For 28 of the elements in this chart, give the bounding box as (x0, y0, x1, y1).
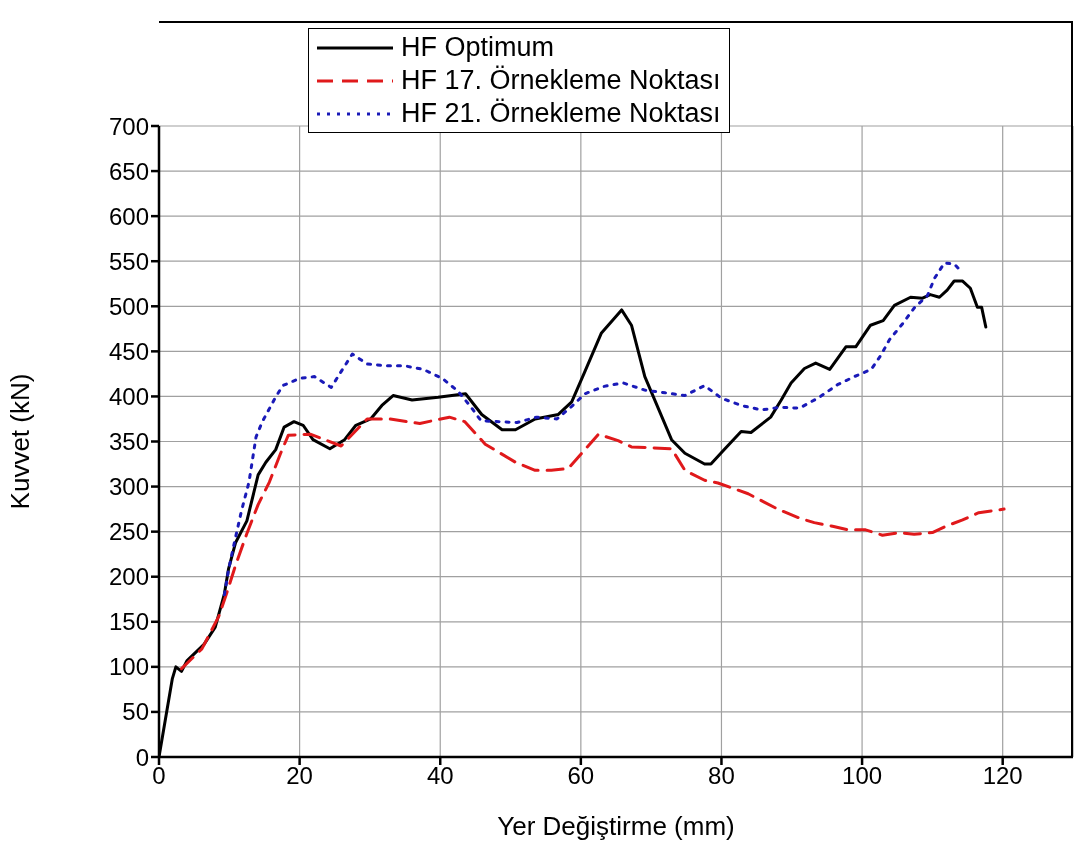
x-tick-label: 40 (426, 762, 454, 790)
y-tick-label: 100 (108, 653, 149, 681)
y-tick-label: 450 (108, 337, 149, 365)
y-tick-label: 250 (108, 518, 149, 546)
x-tick-label: 100 (842, 762, 883, 790)
x-tick-label: 20 (286, 762, 313, 790)
y-tick-label: 600 (108, 202, 149, 230)
x-tick-label: 80 (708, 762, 735, 790)
y-tick-label: 650 (108, 157, 149, 185)
x-tick-label: 0 (152, 762, 166, 790)
y-tick-label: 0 (135, 743, 149, 771)
y-tick-label: 50 (122, 698, 149, 726)
legend-label: HF Optimum (401, 32, 555, 63)
y-tick-label: 400 (108, 382, 149, 410)
y-tick-label: 300 (108, 473, 149, 501)
x-tick-label: 60 (567, 762, 595, 790)
y-tick-label: 700 (108, 112, 149, 140)
line-series (180, 415, 1006, 671)
y-tick-label: 350 (108, 428, 149, 456)
y-tick-label: 500 (108, 292, 149, 320)
y-axis-title: Kuvvet (kN) (5, 373, 36, 510)
x-axis-title: Yer Değiştirme (mm) (497, 811, 735, 841)
x-tick-label: 120 (982, 762, 1023, 790)
legend-label: HF 17. Örnekleme Noktası (401, 65, 721, 96)
y-tick-label: 550 (108, 247, 149, 275)
y-tick-label: 200 (108, 563, 149, 591)
legend-label: HF 21. Örnekleme Noktası (401, 98, 721, 129)
y-tick-label: 150 (108, 608, 149, 636)
